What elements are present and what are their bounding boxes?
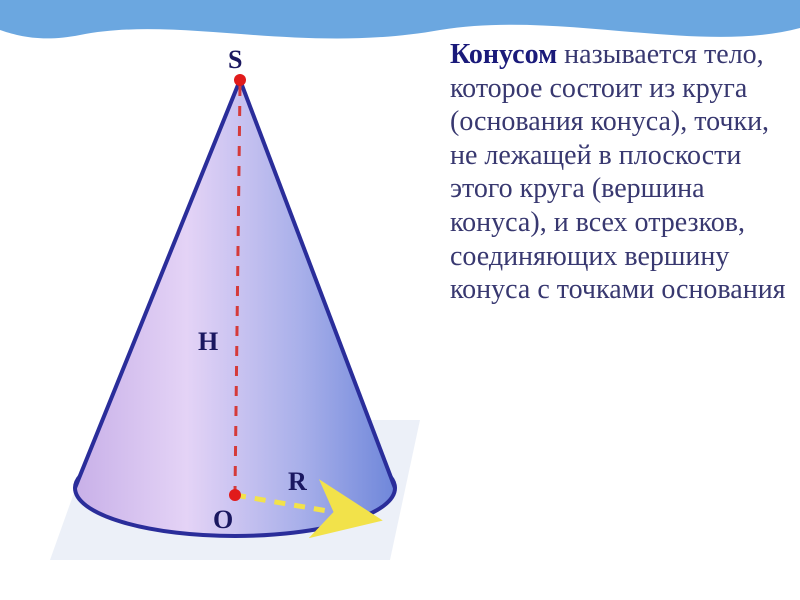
cone-svg: S H O R <box>10 50 440 590</box>
definition-panel: Конусом называется тело, которое состоит… <box>450 28 790 307</box>
definition-body: называется тело, которое состоит из круг… <box>450 39 786 305</box>
cone-diagram: S H O R <box>10 50 440 590</box>
apex-point <box>234 74 246 86</box>
center-point <box>229 489 241 501</box>
definition-term: Конусом <box>450 39 557 70</box>
apex-label: S <box>228 50 242 74</box>
center-label: O <box>213 505 233 534</box>
height-label: H <box>198 327 218 356</box>
radius-label: R <box>288 467 307 496</box>
